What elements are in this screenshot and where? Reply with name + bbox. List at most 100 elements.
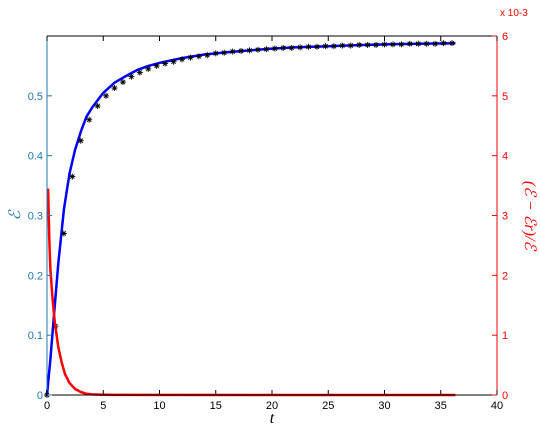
marker-stroke bbox=[297, 44, 303, 50]
marker-stroke bbox=[213, 50, 219, 56]
data-point-marker bbox=[128, 73, 135, 80]
marker-stroke bbox=[441, 40, 446, 46]
data-point-marker bbox=[347, 42, 354, 49]
marker-stroke bbox=[103, 93, 109, 99]
x-tick-label: 0 bbox=[44, 400, 50, 412]
marker-stroke bbox=[69, 174, 75, 180]
x-tick-label: 40 bbox=[491, 400, 503, 412]
data-point-marker bbox=[314, 43, 320, 50]
marker-stroke bbox=[162, 61, 168, 66]
data-point-marker bbox=[406, 40, 413, 47]
left-y-tick-label: 0.3 bbox=[28, 211, 43, 223]
marker-stroke bbox=[314, 44, 320, 50]
data-point-marker bbox=[86, 116, 93, 123]
data-point-marker bbox=[305, 43, 312, 50]
data-point-marker bbox=[153, 62, 160, 69]
red-relative-error-line bbox=[46, 188, 456, 397]
right-y-tick-label: 3 bbox=[502, 211, 508, 223]
marker-stroke bbox=[196, 53, 202, 59]
marker-stroke bbox=[128, 74, 134, 80]
marker-stroke bbox=[390, 41, 396, 47]
data-point-marker bbox=[432, 40, 439, 47]
data-point-marker bbox=[246, 47, 253, 54]
marker-stroke bbox=[323, 43, 328, 49]
marker-stroke bbox=[449, 40, 455, 46]
right-y-tick-label: 2 bbox=[502, 270, 508, 282]
marker-stroke bbox=[179, 56, 185, 62]
data-point-marker bbox=[195, 53, 202, 60]
marker-stroke bbox=[188, 55, 193, 60]
data-point-marker bbox=[111, 85, 118, 92]
marker-stroke bbox=[263, 46, 269, 52]
marker-stroke bbox=[331, 43, 337, 49]
marker-stroke bbox=[247, 47, 252, 53]
data-point-marker bbox=[263, 46, 270, 53]
right-y-tick-label: 5 bbox=[502, 91, 508, 103]
data-point-marker bbox=[229, 48, 236, 55]
data-point-marker bbox=[288, 44, 295, 51]
left-y-tick-label: 0.5 bbox=[28, 91, 43, 103]
right-y-tick-label: 1 bbox=[502, 330, 508, 342]
left-y-tick-label: 0 bbox=[37, 390, 43, 402]
marker-stroke bbox=[382, 41, 387, 47]
data-point-marker bbox=[449, 40, 455, 47]
data-point-marker bbox=[162, 60, 169, 67]
data-point-marker bbox=[212, 50, 219, 57]
data-point-marker bbox=[297, 44, 304, 51]
marker-stroke bbox=[95, 103, 101, 109]
marker-stroke bbox=[255, 47, 261, 53]
data-point-marker bbox=[330, 43, 337, 50]
left-y-axis-label: ℰ bbox=[7, 208, 24, 220]
marker-stroke bbox=[112, 85, 117, 91]
marker-stroke bbox=[86, 117, 92, 123]
data-point-marker bbox=[179, 56, 185, 63]
x-tick-label: 30 bbox=[378, 400, 390, 412]
x-tick-label: 15 bbox=[210, 400, 222, 412]
marker-stroke bbox=[145, 66, 151, 72]
right-y-tick-label: 0 bbox=[502, 390, 508, 402]
data-point-marker bbox=[238, 47, 245, 54]
left-y-tick-label: 0.1 bbox=[28, 330, 43, 342]
data-point-marker bbox=[280, 44, 287, 51]
marker-stroke bbox=[398, 41, 404, 47]
marker-stroke bbox=[272, 46, 278, 51]
data-point-marker bbox=[145, 65, 152, 72]
marker-stroke bbox=[415, 41, 421, 47]
data-point-marker bbox=[254, 46, 261, 53]
right-y-tick-label: 6 bbox=[502, 31, 508, 43]
marker-stroke bbox=[289, 45, 295, 51]
marker-stroke bbox=[171, 59, 176, 65]
marker-stroke bbox=[230, 49, 236, 54]
marker-stroke bbox=[61, 231, 67, 236]
data-point-marker bbox=[440, 40, 447, 47]
marker-stroke bbox=[348, 43, 354, 48]
data-point-marker bbox=[398, 41, 405, 48]
data-point-marker bbox=[356, 41, 363, 48]
data-point-marker bbox=[77, 137, 84, 144]
data-point-marker bbox=[103, 92, 110, 99]
marker-stroke bbox=[356, 42, 362, 48]
data-point-marker bbox=[204, 52, 211, 59]
data-point-marker bbox=[69, 173, 76, 180]
x-tick-label: 20 bbox=[266, 400, 278, 412]
marker-stroke bbox=[365, 42, 371, 48]
data-point-marker bbox=[221, 49, 228, 56]
data-point-marker bbox=[136, 69, 143, 76]
marker-stroke bbox=[306, 44, 311, 50]
marker-stroke bbox=[339, 43, 345, 48]
marker-stroke bbox=[407, 41, 413, 47]
x-tick-label: 35 bbox=[435, 400, 447, 412]
data-point-marker bbox=[381, 41, 388, 48]
marker-stroke bbox=[424, 41, 430, 47]
marker-stroke bbox=[137, 70, 143, 75]
right-y-tick-label: 4 bbox=[502, 151, 508, 163]
x-tick-label: 5 bbox=[100, 400, 106, 412]
marker-stroke bbox=[154, 63, 160, 69]
marker-stroke bbox=[120, 79, 126, 85]
data-point-marker bbox=[187, 54, 194, 61]
marker-stroke bbox=[238, 48, 244, 54]
right-axis-exponent: x 10-3 bbox=[500, 8, 528, 19]
marker-stroke bbox=[204, 52, 210, 58]
marker-stroke bbox=[373, 42, 379, 48]
x-tick-label: 10 bbox=[153, 400, 165, 412]
